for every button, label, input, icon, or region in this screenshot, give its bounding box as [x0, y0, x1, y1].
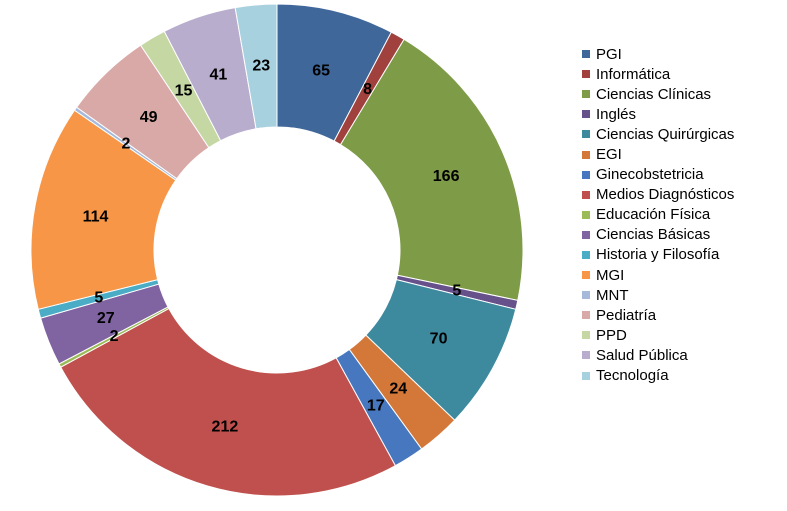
legend-label: Inglés — [596, 105, 637, 123]
legend-swatch — [582, 250, 590, 259]
data-label-ppd: 15 — [175, 82, 193, 99]
legend-label: Pediatría — [596, 306, 657, 324]
legend-item-salud-publica: Salud Pública — [582, 345, 734, 365]
legend-label: Medios Diagnósticos — [596, 186, 735, 204]
slice-medios-diagnosticos — [60, 307, 397, 497]
legend-swatch — [582, 331, 590, 340]
data-label-informatica: 8 — [363, 81, 372, 98]
legend-label: MGI — [596, 266, 625, 284]
data-label-ingles: 5 — [452, 283, 461, 300]
legend-label: PPD — [596, 326, 627, 344]
legend-label: Salud Pública — [596, 346, 688, 364]
legend-item-mgi: MGI — [582, 265, 734, 285]
data-label-pediatria: 49 — [140, 109, 158, 126]
legend-swatch — [582, 110, 590, 119]
legend-label: Educación Física — [596, 206, 711, 224]
legend-item-mnt: MNT — [582, 285, 734, 305]
legend-item-ciencias-clinicas: Ciencias Clínicas — [582, 84, 734, 104]
data-label-historia-y-filosofia: 5 — [94, 289, 103, 306]
legend-label: PGI — [596, 45, 622, 63]
data-label-ciencias-basicas: 27 — [97, 310, 115, 327]
slice-ciencias-clinicas — [339, 38, 524, 301]
data-label-tecnologia: 23 — [252, 58, 270, 75]
data-label-mgi: 114 — [83, 208, 109, 225]
data-label-ciencias-clinicas: 166 — [433, 168, 460, 185]
data-label-mnt: 2 — [121, 136, 130, 153]
legend-swatch — [582, 50, 590, 59]
legend-swatch — [582, 351, 590, 360]
legend-swatch — [582, 130, 590, 139]
legend-item-educacion-fisica: Educación Física — [582, 205, 734, 225]
legend-item-tecnologia: Tecnología — [582, 366, 734, 386]
data-label-medios-diagnosticos: 212 — [212, 418, 239, 435]
legend-item-egi: EGI — [582, 144, 734, 164]
legend-item-pgi: PGI — [582, 44, 734, 64]
data-label-pgi: 65 — [312, 62, 330, 79]
legend-item-pediatria: Pediatría — [582, 305, 734, 325]
legend-swatch — [582, 70, 590, 79]
legend-item-historia-y-filosofia: Historia y Filosofía — [582, 245, 734, 265]
legend-swatch — [582, 230, 590, 239]
legend-item-informatica: Informática — [582, 64, 734, 84]
legend-swatch — [582, 210, 590, 219]
legend-swatch — [582, 90, 590, 99]
legend-item-ginecobstetricia: Ginecobstetricia — [582, 165, 734, 185]
legend-swatch — [582, 150, 590, 159]
legend-swatch — [582, 190, 590, 199]
data-label-ginecobstetricia: 17 — [367, 397, 385, 414]
legend-swatch — [582, 311, 590, 320]
legend-item-ciencias-basicas: Ciencias Básicas — [582, 225, 734, 245]
legend-label: MNT — [596, 286, 629, 304]
legend-item-ingles: Inglés — [582, 104, 734, 124]
legend-swatch — [582, 371, 590, 380]
legend-label: Informática — [596, 65, 671, 83]
legend-label: Ciencias Básicas — [596, 226, 711, 244]
legend-item-ppd: PPD — [582, 325, 734, 345]
legend-swatch — [582, 271, 590, 280]
data-label-ciencias-quirurgicas: 70 — [430, 331, 448, 348]
legend-item-medios-diagnosticos: Medios Diagnósticos — [582, 185, 734, 205]
legend-swatch — [582, 291, 590, 300]
slice-tecnologia — [234, 3, 278, 130]
legend-label: Ciencias Quirúrgicas — [596, 125, 735, 143]
legend-label: Ciencias Clínicas — [596, 85, 712, 103]
legend: PGI Informática Ciencias Clínicas Inglés Cie… — [582, 44, 734, 386]
data-label-salud-publica: 41 — [209, 67, 227, 84]
data-label-egi: 24 — [389, 381, 407, 398]
legend-label: Ginecobstetricia — [596, 166, 704, 184]
legend-swatch — [582, 170, 590, 179]
legend-label: EGI — [596, 146, 622, 164]
data-label-educacion-fisica: 2 — [110, 328, 119, 345]
slices-group — [30, 3, 524, 497]
legend-item-ciencias-quirurgicas: Ciencias Quirúrgicas — [582, 124, 734, 144]
legend-label: Tecnología — [596, 367, 669, 385]
legend-label: Historia y Filosofía — [596, 246, 720, 264]
